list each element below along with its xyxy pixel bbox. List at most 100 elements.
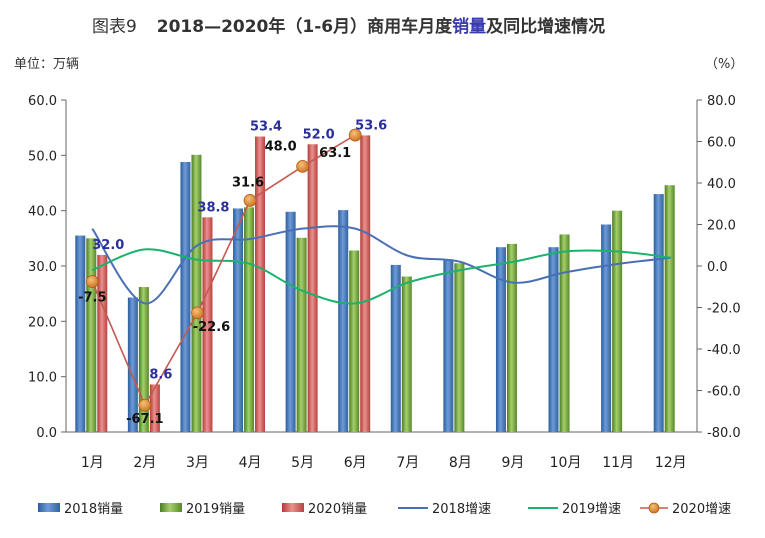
bar-2018销量-3月 <box>180 161 191 432</box>
label-2020-sales-6月: 53.6 <box>355 118 387 133</box>
left-axis-unit: 单位：万辆 <box>14 57 79 72</box>
label-2020-growth-3月: -22.6 <box>193 320 230 335</box>
category-label-12月: 12月 <box>655 455 687 471</box>
right-axis-ticks: 80.0 60.0 40.0 20.0 0.0 -20.0 -40.0 -60.0 -80.0 <box>697 94 741 441</box>
data-labels-group: 32.0 8.6 38.8 53.4 52.0 53.6 -7.5 -67.1 -22.6 31.… <box>78 118 387 427</box>
label-2020-sales-4月: 53.4 <box>250 120 282 135</box>
bar-2020销量-2月 <box>149 384 160 432</box>
label-2020-growth-2月: -67.1 <box>126 412 163 427</box>
left-tick-label: 60.0 <box>28 94 57 109</box>
bar-2018销量-11月 <box>601 224 612 432</box>
right-tick-label: -60.0 <box>707 385 741 400</box>
right-tick-label: 40.0 <box>707 177 736 192</box>
label-2020-growth-1月: -7.5 <box>78 291 106 306</box>
label-2020-sales-2月: 8.6 <box>149 367 172 382</box>
bar-2019销量-12月 <box>664 185 675 432</box>
bar-2018销量-2月 <box>127 297 138 432</box>
bar-2018销量-7月 <box>390 264 401 432</box>
bar-2019销量-7月 <box>401 276 412 432</box>
bar-2018销量-6月 <box>338 210 349 432</box>
bar-2019销量-11月 <box>612 210 623 432</box>
line-2020增速 <box>91 134 356 408</box>
bar-2020销量-1月 <box>97 254 108 432</box>
label-2020-growth-6月: 63.1 <box>319 146 351 161</box>
bar-2019销量-5月 <box>296 237 307 432</box>
right-tick-label: 60.0 <box>707 136 736 151</box>
left-tick-label: 40.0 <box>28 205 57 220</box>
category-label-5月: 5月 <box>291 455 314 471</box>
legend-label-2020增速: 2020增速 <box>672 502 731 517</box>
left-axis-ticks: 0.0 10.0 20.0 30.0 40.0 50.0 60.0 <box>28 94 66 441</box>
left-tick-label: 0.0 <box>36 426 57 441</box>
legend-swatch-2018销量 <box>38 503 60 512</box>
legend-label-2019增速: 2019增速 <box>562 502 621 517</box>
bar-2019销量-2月 <box>138 287 149 432</box>
bar-series-group <box>75 135 675 432</box>
right-tick-label: 80.0 <box>707 94 736 109</box>
label-2020-sales-3月: 38.8 <box>197 200 229 215</box>
category-labels: 1月 2月 3月 4月 5月 6月 7月 8月 9月 10月 11月 12月 <box>81 455 687 471</box>
marker-2020增速-4月 <box>243 194 257 207</box>
legend-swatch-marker-2020增速 <box>648 502 660 514</box>
right-tick-label: 0.0 <box>707 260 728 275</box>
marker-2020增速-5月 <box>296 159 310 173</box>
line-2018增速 <box>91 225 671 305</box>
bar-2018销量-10月 <box>548 247 559 432</box>
chart-title: 图表9 2018—2020年（1-6月）商用车月度销量及同比增速情况 <box>92 16 605 37</box>
line-series-group <box>85 128 671 412</box>
bar-2019销量-1月 <box>86 238 97 432</box>
bar-2018销量-9月 <box>495 247 506 432</box>
title-highlight: 销量 <box>452 16 486 37</box>
category-label-9月: 9月 <box>501 455 524 471</box>
category-label-3月: 3月 <box>186 455 209 471</box>
bar-2020销量-4月 <box>255 136 266 432</box>
legend-label-2019销量: 2019销量 <box>186 502 245 517</box>
left-tick-label: 30.0 <box>28 260 57 275</box>
bar-2019销量-6月 <box>349 250 360 432</box>
label-2020-sales-1月: 32.0 <box>92 238 124 253</box>
bar-2018销量-8月 <box>443 259 454 432</box>
label-2020-growth-4月: 31.6 <box>232 175 264 190</box>
left-tick-label: 50.0 <box>28 149 57 164</box>
category-label-6月: 6月 <box>344 455 367 471</box>
category-label-10月: 10月 <box>550 455 582 471</box>
category-label-4月: 4月 <box>239 455 262 471</box>
marker-2020增速-6月 <box>348 128 362 142</box>
category-label-8月: 8月 <box>449 455 472 471</box>
category-label-1月: 1月 <box>81 455 104 471</box>
chart-title-prefix: 图表9 <box>92 17 137 37</box>
legend-swatch-2019销量 <box>160 503 182 512</box>
bar-2019销量-9月 <box>506 243 517 432</box>
label-2020-sales-5月: 52.0 <box>303 127 335 142</box>
bar-2019销量-8月 <box>454 263 465 432</box>
bar-2018销量-4月 <box>233 208 244 432</box>
bar-2018销量-1月 <box>75 235 86 432</box>
right-axis-unit: （%） <box>705 57 743 72</box>
category-label-2月: 2月 <box>133 455 156 471</box>
legend-label-2018增速: 2018增速 <box>432 502 491 517</box>
legend: 2018销量 2019销量 2020销量 2018增速 2019增速 2020增速 <box>38 502 731 517</box>
chart-title-main: 2018—2020年（1-6月）商用车月度销量及同比增速情况 <box>157 16 605 37</box>
bar-2018销量-12月 <box>653 194 664 432</box>
left-tick-label: 20.0 <box>28 315 57 330</box>
bar-2018销量-5月 <box>285 211 296 432</box>
legend-label-2018销量: 2018销量 <box>64 502 123 517</box>
bar-2019销量-4月 <box>244 207 255 432</box>
right-tick-label: -40.0 <box>707 343 741 358</box>
bar-2019销量-10月 <box>559 234 570 432</box>
right-tick-label: -80.0 <box>707 426 741 441</box>
bar-2020销量-5月 <box>307 144 318 432</box>
right-tick-label: -20.0 <box>707 302 741 317</box>
line-2019增速 <box>91 248 671 305</box>
right-tick-label: 20.0 <box>707 219 736 234</box>
legend-label-2020销量: 2020销量 <box>308 502 367 517</box>
legend-swatch-2020销量 <box>282 503 304 512</box>
left-tick-label: 10.0 <box>28 371 57 386</box>
category-label-7月: 7月 <box>396 455 419 471</box>
bar-2019销量-3月 <box>191 154 202 432</box>
label-2020-growth-5月: 48.0 <box>265 139 297 154</box>
bar-2020销量-3月 <box>202 217 213 432</box>
title-part: 2018—2020年（1-6月）商用车月度 <box>157 16 453 37</box>
title-part: 及同比增速情况 <box>486 16 605 37</box>
